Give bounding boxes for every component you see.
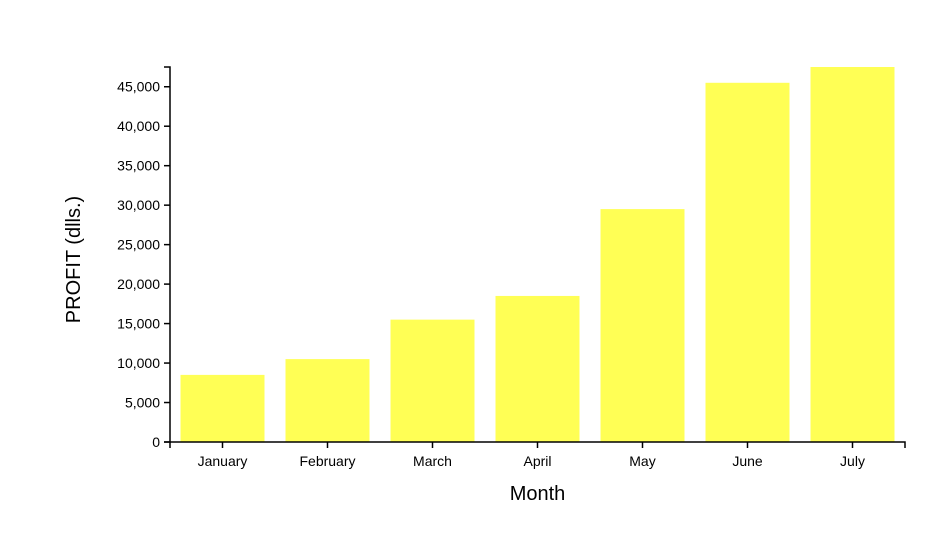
y-tick-label: 5,000 [125, 395, 160, 411]
x-tick-label: May [629, 453, 655, 469]
y-tick-label: 0 [152, 434, 160, 450]
x-tick-label: April [523, 453, 551, 469]
x-axis: January February March April May June July [169, 441, 906, 469]
y-tick-label: 40,000 [117, 118, 160, 134]
x-tick-label: March [413, 453, 452, 469]
y-tick-label: 35,000 [117, 158, 160, 174]
y-tick-label: 15,000 [117, 316, 160, 332]
bar-july [810, 67, 895, 442]
y-tick-label: 45,000 [117, 79, 160, 95]
y-axis: 0 5,000 10,000 15,000 20,000 25,000 30,000 35,0… [117, 66, 171, 450]
y-axis-line [164, 66, 171, 443]
bar-january [180, 374, 265, 442]
bar-june [705, 82, 790, 442]
bars [180, 67, 895, 442]
bar-february [285, 359, 370, 442]
y-tick-label: 25,000 [117, 237, 160, 253]
x-tick-label: July [840, 453, 865, 469]
y-tick-label: 10,000 [117, 355, 160, 371]
x-tick-label: January [198, 453, 248, 469]
x-axis-title: Month [510, 483, 566, 505]
x-tick-label: February [299, 453, 355, 469]
x-tick-label: June [732, 453, 763, 469]
y-tick-label: 30,000 [117, 197, 160, 213]
bar-may [600, 209, 685, 442]
plot-area: 0 5,000 10,000 15,000 20,000 25,000 30,000 35,0… [117, 66, 906, 469]
bar-march [390, 319, 475, 442]
y-axis-title: PROFIT (dlls.) [63, 196, 85, 323]
y-tick-label: 20,000 [117, 276, 160, 292]
bar-april [495, 295, 580, 442]
